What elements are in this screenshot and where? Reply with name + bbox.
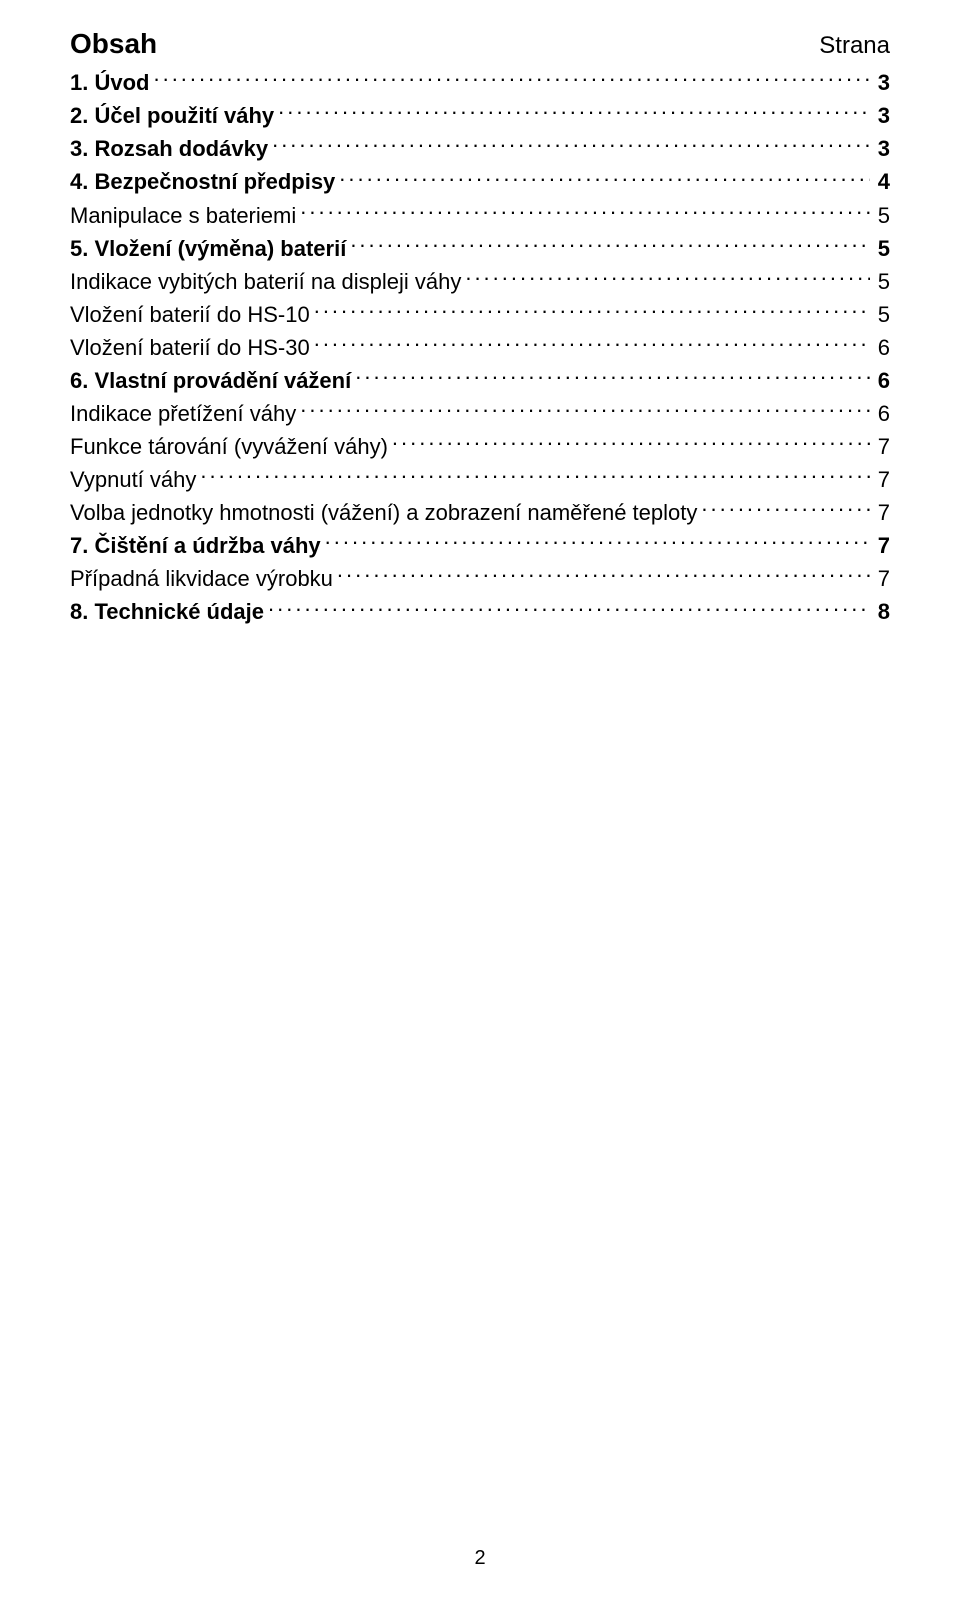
toc-entry-page: 4 — [874, 166, 890, 198]
toc-entry-label: 3. Rozsah dodávky — [70, 133, 268, 165]
toc-entry: Vložení baterií do HS-10 5 — [70, 298, 890, 331]
toc-entry: Indikace přetížení váhy 6 — [70, 397, 890, 430]
toc-entry: Funkce tárování (vyvážení váhy) 7 — [70, 430, 890, 463]
toc-entry: Indikace vybitých baterií na displeji vá… — [70, 264, 890, 297]
toc-leader — [465, 264, 869, 288]
toc-entry-page: 3 — [874, 100, 890, 132]
toc-leader — [200, 463, 869, 487]
toc-entry: Manipulace s bateriemi 5 — [70, 198, 890, 231]
toc-entry: 3. Rozsah dodávky 3 — [70, 132, 890, 165]
toc-entry: Volba jednotky hmotnosti (vážení) a zobr… — [70, 496, 890, 529]
toc-entry-page: 3 — [874, 133, 890, 165]
toc-entry-label: 5. Vložení (výměna) baterií — [70, 233, 346, 265]
toc-entry-page: 5 — [874, 233, 890, 265]
toc-entry-label: Indikace vybitých baterií na displeji vá… — [70, 266, 461, 298]
toc-entry-page: 5 — [874, 266, 890, 298]
page-column-label: Strana — [819, 32, 890, 60]
toc-entry: 4. Bezpečnostní předpisy 4 — [70, 165, 890, 198]
top-row: Obsah Strana — [70, 28, 890, 60]
toc-entry: 7. Čištění a údržba váhy 7 — [70, 529, 890, 562]
toc-entry-page: 6 — [874, 398, 890, 430]
toc-entry-label: 6. Vlastní provádění vážení — [70, 365, 351, 397]
page-title: Obsah — [70, 28, 157, 60]
toc-entry-label: 1. Úvod — [70, 67, 149, 99]
toc-entry-page: 7 — [874, 431, 890, 463]
toc-entry: Vypnutí váhy 7 — [70, 463, 890, 496]
toc-entry-page: 3 — [874, 67, 890, 99]
toc-entry-label: Vložení baterií do HS-30 — [70, 332, 310, 364]
toc-leader — [272, 132, 870, 156]
toc-entry-page: 7 — [874, 563, 890, 595]
toc-entry-page: 7 — [874, 497, 890, 529]
toc-leader — [278, 99, 870, 123]
toc-entry: Případná likvidace výrobku 7 — [70, 562, 890, 595]
toc-entry: 8. Technické údaje 8 — [70, 595, 890, 628]
toc-entry: 1. Úvod 3 — [70, 66, 890, 99]
toc-leader — [268, 595, 870, 619]
toc-entry-label: Volba jednotky hmotnosti (vážení) a zobr… — [70, 497, 697, 529]
toc-entry-page: 7 — [874, 530, 890, 562]
toc-entry-label: Vypnutí váhy — [70, 464, 196, 496]
toc-entry-label: Funkce tárování (vyvážení váhy) — [70, 431, 388, 463]
toc-leader — [701, 496, 869, 520]
toc-entry-page: 5 — [874, 299, 890, 331]
table-of-contents: 1. Úvod32. Účel použití váhy33. Rozsah d… — [70, 66, 890, 628]
toc-leader — [355, 364, 870, 388]
toc-leader — [314, 331, 870, 355]
toc-entry-page: 5 — [874, 200, 890, 232]
toc-leader — [337, 562, 870, 586]
toc-entry-label: 4. Bezpečnostní předpisy — [70, 166, 335, 198]
toc-entry-label: 7. Čištění a údržba váhy — [70, 530, 321, 562]
toc-entry-label: Manipulace s bateriemi — [70, 200, 296, 232]
toc-leader — [300, 397, 870, 421]
toc-entry-label: Vložení baterií do HS-10 — [70, 299, 310, 331]
toc-leader — [325, 529, 870, 553]
toc-leader — [392, 430, 870, 454]
toc-entry-label: Indikace přetížení váhy — [70, 398, 296, 430]
toc-entry: 5. Vložení (výměna) baterií 5 — [70, 231, 890, 264]
toc-entry: 2. Účel použití váhy 3 — [70, 99, 890, 132]
footer-page-number: 2 — [0, 1547, 960, 1570]
toc-entry-label: Případná likvidace výrobku — [70, 563, 333, 595]
toc-entry-page: 6 — [874, 365, 890, 397]
toc-entry-page: 8 — [874, 596, 890, 628]
toc-entry: Vložení baterií do HS-30 6 — [70, 331, 890, 364]
toc-entry-label: 8. Technické údaje — [70, 596, 264, 628]
toc-leader — [350, 231, 869, 255]
toc-leader — [300, 198, 870, 222]
toc-leader — [314, 298, 870, 322]
toc-entry-label: 2. Účel použití váhy — [70, 100, 274, 132]
document-page: Obsah Strana 1. Úvod32. Účel použití váh… — [0, 0, 960, 1600]
toc-entry: 6. Vlastní provádění vážení 6 — [70, 364, 890, 397]
toc-leader — [339, 165, 869, 189]
toc-entry-page: 6 — [874, 332, 890, 364]
toc-leader — [153, 66, 869, 90]
toc-entry-page: 7 — [874, 464, 890, 496]
